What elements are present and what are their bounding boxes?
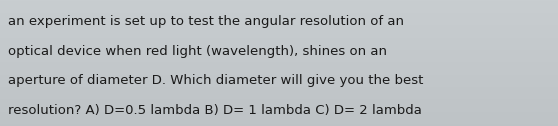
Text: aperture of diameter D. Which diameter will give you the best: aperture of diameter D. Which diameter w…: [8, 74, 424, 87]
Text: resolution? A) D=0.5 lambda B) D= 1 lambda C) D= 2 lambda: resolution? A) D=0.5 lambda B) D= 1 lamb…: [8, 104, 422, 117]
Text: an experiment is set up to test the angular resolution of an: an experiment is set up to test the angu…: [8, 15, 405, 28]
Text: optical device when red light (wavelength), shines on an: optical device when red light (wavelengt…: [8, 45, 387, 58]
